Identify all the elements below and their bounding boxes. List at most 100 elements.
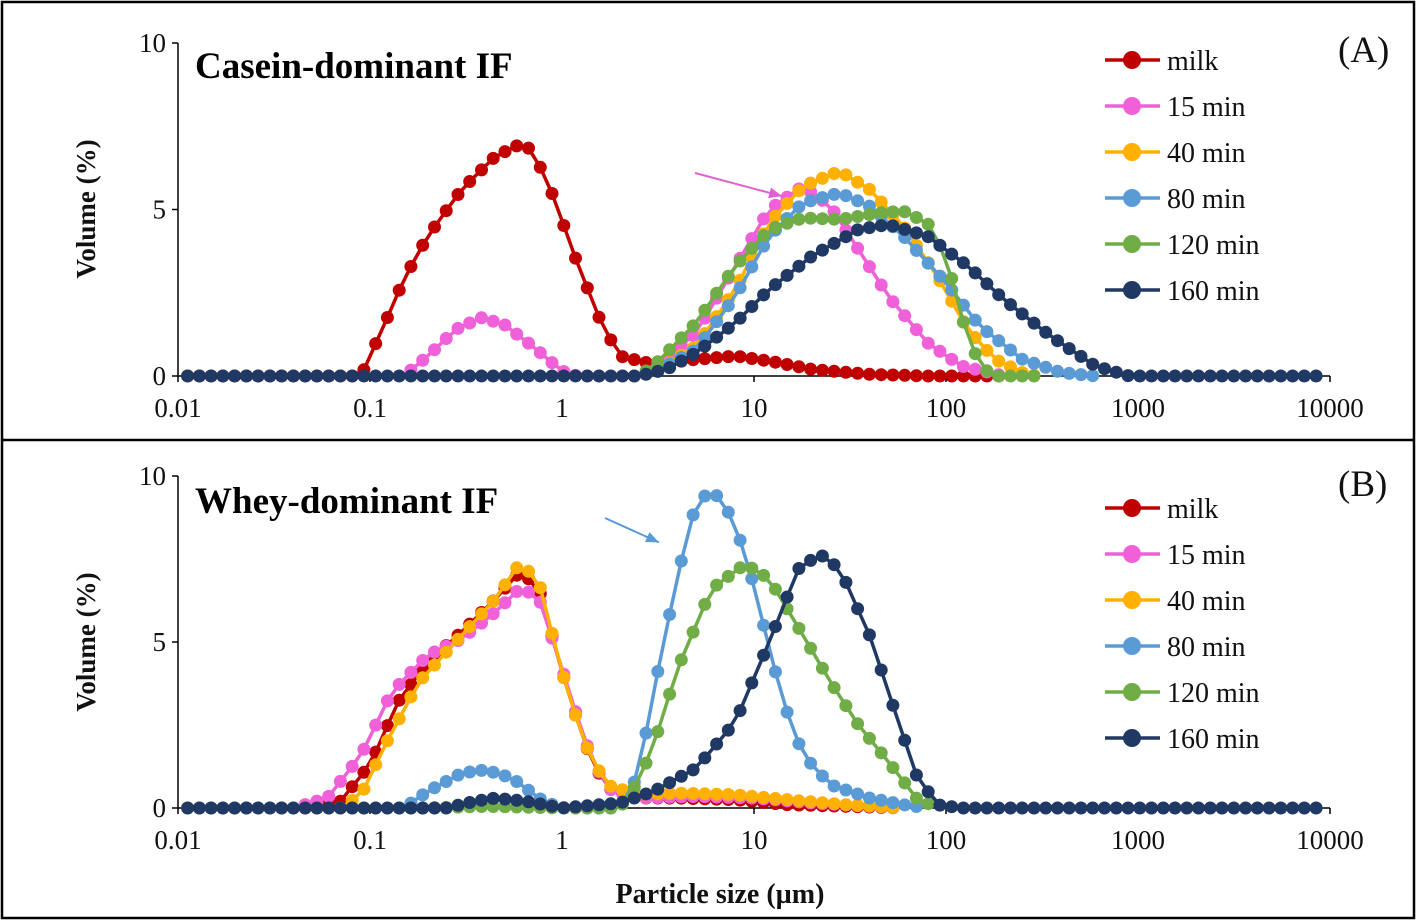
legend-label-40-min: 40 min (1167, 138, 1246, 169)
data-point (874, 195, 888, 209)
data-point (862, 221, 876, 235)
data-point (674, 331, 688, 345)
data-point (839, 699, 853, 713)
data-point (827, 187, 841, 201)
data-point (898, 798, 912, 812)
data-point (768, 198, 782, 212)
data-point (886, 219, 900, 233)
data-point (710, 489, 724, 503)
data-point (1074, 349, 1088, 363)
data-point (839, 783, 853, 797)
legend-label-120-min: 120 min (1167, 678, 1260, 709)
data-point (345, 759, 359, 773)
data-point (604, 797, 618, 811)
data-point (898, 205, 912, 219)
data-point (768, 792, 782, 805)
data-point (545, 356, 559, 370)
data-point (827, 779, 841, 793)
data-point (475, 163, 488, 177)
data-point (475, 607, 488, 621)
data-point (898, 222, 912, 236)
data-point (604, 333, 618, 347)
data-point (392, 369, 406, 383)
data-point (627, 369, 641, 383)
data-point (580, 741, 594, 755)
panel-b-label: (B) (1338, 464, 1387, 505)
data-point (498, 578, 512, 592)
data-point (463, 175, 477, 188)
data-point (428, 343, 441, 357)
data-point (674, 554, 688, 568)
data-point (651, 725, 665, 739)
data-point (1098, 362, 1111, 376)
data-point (569, 251, 582, 265)
data-point (710, 286, 724, 300)
data-point (1086, 357, 1100, 371)
data-point (533, 369, 547, 383)
data-point (909, 323, 923, 337)
data-point (616, 350, 629, 364)
y-tick-label: 0 (153, 361, 167, 391)
data-point (674, 769, 688, 783)
data-point (1145, 369, 1158, 383)
data-point (839, 798, 853, 812)
legend-label-15-min: 15 min (1167, 92, 1246, 123)
data-point (815, 796, 829, 810)
data-point (1133, 801, 1147, 815)
data-point (827, 167, 841, 180)
data-point (486, 791, 500, 805)
legend-marker-80-min (1123, 637, 1141, 655)
data-point (357, 742, 371, 756)
data-point (1039, 801, 1053, 815)
data-point (733, 281, 747, 295)
data-point (933, 798, 947, 812)
data-point (404, 690, 418, 704)
data-point (510, 775, 524, 788)
data-point (592, 764, 606, 778)
x-tick-label: 10000 (1296, 393, 1364, 423)
data-point (663, 687, 677, 701)
data-point (1039, 360, 1053, 374)
data-point (933, 269, 947, 283)
data-point (757, 239, 771, 253)
data-point (428, 658, 441, 672)
data-point (592, 798, 606, 812)
data-point (510, 793, 524, 807)
data-point (851, 210, 865, 223)
data-point (639, 726, 653, 740)
data-point (1239, 801, 1253, 815)
data-point (839, 365, 853, 379)
data-point (1004, 801, 1017, 815)
data-point (1168, 369, 1182, 383)
data-point (992, 288, 1006, 302)
legend-marker-120-min (1123, 235, 1141, 253)
data-point (1074, 801, 1088, 815)
data-point (1086, 369, 1100, 383)
data-point (1297, 369, 1311, 383)
data-point (616, 369, 629, 383)
data-point (486, 151, 500, 165)
data-point (886, 205, 900, 219)
data-point (498, 145, 512, 159)
data-point (1274, 801, 1288, 815)
data-point (533, 581, 547, 595)
data-point (510, 327, 524, 341)
data-point (1309, 801, 1323, 815)
data-point (1133, 369, 1147, 383)
data-point (909, 369, 923, 383)
data-point (181, 801, 195, 815)
data-point (909, 791, 923, 805)
data-point (1239, 369, 1253, 383)
data-point (898, 733, 912, 747)
data-point (663, 608, 677, 621)
data-point (416, 369, 430, 383)
data-point (580, 281, 594, 295)
data-point (1062, 342, 1076, 356)
data-point (815, 549, 829, 563)
data-point (1051, 334, 1064, 348)
data-point (498, 318, 512, 332)
data-point (933, 238, 947, 252)
data-point (815, 363, 829, 377)
data-point (498, 769, 512, 783)
